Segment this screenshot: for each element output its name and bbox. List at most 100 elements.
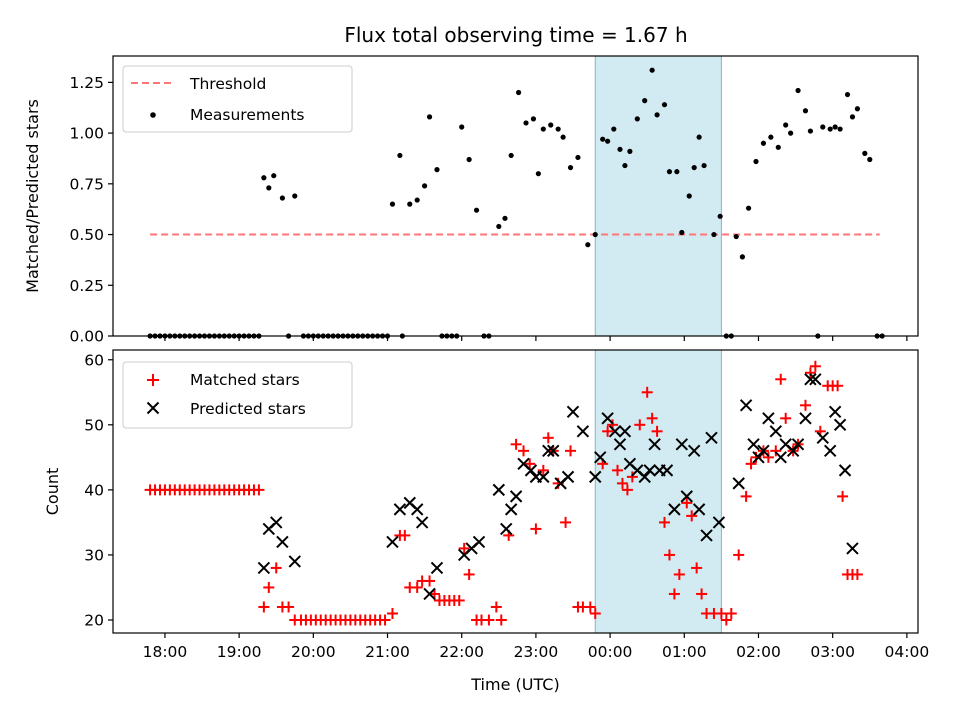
bottom-panel: 18:00 19:00 20:00 21:00 22:00 23:00 00:00 01:00… xyxy=(43,349,930,694)
top-legend-frame xyxy=(122,65,353,133)
matched-stars-point xyxy=(399,529,411,541)
matched-stars-point xyxy=(832,380,844,392)
measurement-point xyxy=(473,207,480,213)
top-legend: Threshold Measurements xyxy=(122,65,353,133)
matched-stars-point xyxy=(612,464,624,476)
x-tick-label: 19:00 xyxy=(217,643,262,661)
measurement-point xyxy=(795,87,801,94)
legend-predicted-swatch xyxy=(146,401,160,415)
legend-predicted-label: Predicted stars xyxy=(190,400,306,418)
matched-stars-point xyxy=(565,445,577,457)
predicted-stars-point xyxy=(492,483,506,497)
x-tick-label: 02:00 xyxy=(736,643,781,661)
measurement-point xyxy=(686,193,692,199)
predicted-stars-point xyxy=(410,503,424,516)
bottom-legend-frame xyxy=(122,361,353,429)
predicted-stars-point xyxy=(589,470,602,484)
matched-stars-point xyxy=(681,497,693,509)
top-data-layer xyxy=(147,67,885,339)
x-tick-label: 23:00 xyxy=(514,643,559,661)
predicted-stars-point xyxy=(288,555,301,568)
predicted-stars-point xyxy=(276,535,289,549)
measurement-point xyxy=(496,223,502,230)
measurement-point xyxy=(832,124,838,130)
predicted-stars-point xyxy=(692,503,706,516)
predicted-stars-point xyxy=(799,412,812,425)
predicted-stars-point xyxy=(747,438,760,451)
measurement-point xyxy=(585,242,591,248)
x-tick-label: 04:00 xyxy=(885,643,930,661)
predicted-stars-point xyxy=(660,464,674,477)
predicted-stars-point xyxy=(509,490,523,503)
predicted-stars-point xyxy=(774,451,787,464)
legend-measurements-swatch xyxy=(150,112,156,118)
measurement-point xyxy=(575,154,581,161)
y-tick-label: 40 xyxy=(84,481,104,499)
matched-stars-point xyxy=(258,601,270,613)
predicted-stars-point xyxy=(769,425,783,438)
measurement-point xyxy=(622,162,628,169)
measurement-point xyxy=(397,152,403,159)
measurement-point xyxy=(266,185,272,191)
measurement-point xyxy=(867,156,873,163)
measurement-point xyxy=(854,106,861,112)
predicted-stars-point xyxy=(833,418,847,432)
axes-frame xyxy=(112,55,919,337)
matched-stars-point xyxy=(270,562,282,574)
matched-stars-point xyxy=(602,425,614,437)
measurement-point xyxy=(600,136,606,142)
axes-frame xyxy=(112,349,919,634)
predicted-stars-point xyxy=(648,438,661,451)
observing-window-shade-top xyxy=(594,55,722,337)
predicted-stars-point xyxy=(500,522,513,536)
measurement-point xyxy=(679,229,685,236)
top-y-axis-label: Matched/Predicted stars xyxy=(23,99,42,293)
measurement-point xyxy=(696,134,702,140)
measurement-point xyxy=(560,134,566,140)
matched-stars-point xyxy=(691,562,703,574)
x-axis-label: Time (UTC) xyxy=(470,675,559,694)
predicted-stars-point xyxy=(618,425,632,438)
matched-stars-point xyxy=(663,549,675,561)
matched-stars-point xyxy=(283,601,295,613)
x-tick-label: 03:00 xyxy=(810,643,855,661)
y-tick-label: 30 xyxy=(84,546,104,564)
matched-stars-point xyxy=(483,614,495,626)
measurement-point xyxy=(733,233,739,240)
matched-stars-point xyxy=(837,490,849,502)
matched-stars-point xyxy=(740,490,752,502)
measurement-point xyxy=(768,134,774,140)
matched-stars-point xyxy=(463,568,475,580)
matched-stars-point xyxy=(715,607,727,619)
matched-stars-point xyxy=(589,607,601,619)
measurement-point xyxy=(502,215,508,221)
y-tick-label: 60 xyxy=(84,351,104,369)
predicted-stars-point xyxy=(608,425,622,438)
predicted-stars-point xyxy=(638,470,651,484)
chart-title: Flux total observing time = 1.67 h xyxy=(344,23,687,47)
measurement-point xyxy=(627,148,633,154)
measurement-point xyxy=(422,183,428,189)
matched-stars-point xyxy=(809,360,821,372)
measurement-point xyxy=(862,150,868,156)
predicted-stars-point xyxy=(809,373,822,386)
matched-stars-point xyxy=(762,451,774,463)
predicted-stars-point xyxy=(687,444,701,458)
matched-stars-point xyxy=(542,432,554,444)
matched-stars-point xyxy=(386,607,398,619)
y-tick-label: 50 xyxy=(84,416,104,434)
predicted-stars-point xyxy=(791,438,805,451)
top-panel: 0.00 0.25 0.50 0.75 1.00 1.25 Matched/Predict… xyxy=(23,55,919,346)
bottom-data-layer xyxy=(144,360,863,626)
measurement-point xyxy=(820,124,826,130)
predicted-stars-point xyxy=(846,542,859,555)
measurement-point xyxy=(530,116,537,122)
matched-stars-point xyxy=(379,614,391,626)
predicted-stars-point xyxy=(430,561,444,575)
matched-stars-point xyxy=(518,445,530,457)
matched-stars-point xyxy=(495,614,507,626)
predicted-stars-point xyxy=(613,438,627,451)
measurement-point xyxy=(701,162,707,169)
measurement-point xyxy=(654,112,660,118)
measurement-point xyxy=(292,193,298,199)
